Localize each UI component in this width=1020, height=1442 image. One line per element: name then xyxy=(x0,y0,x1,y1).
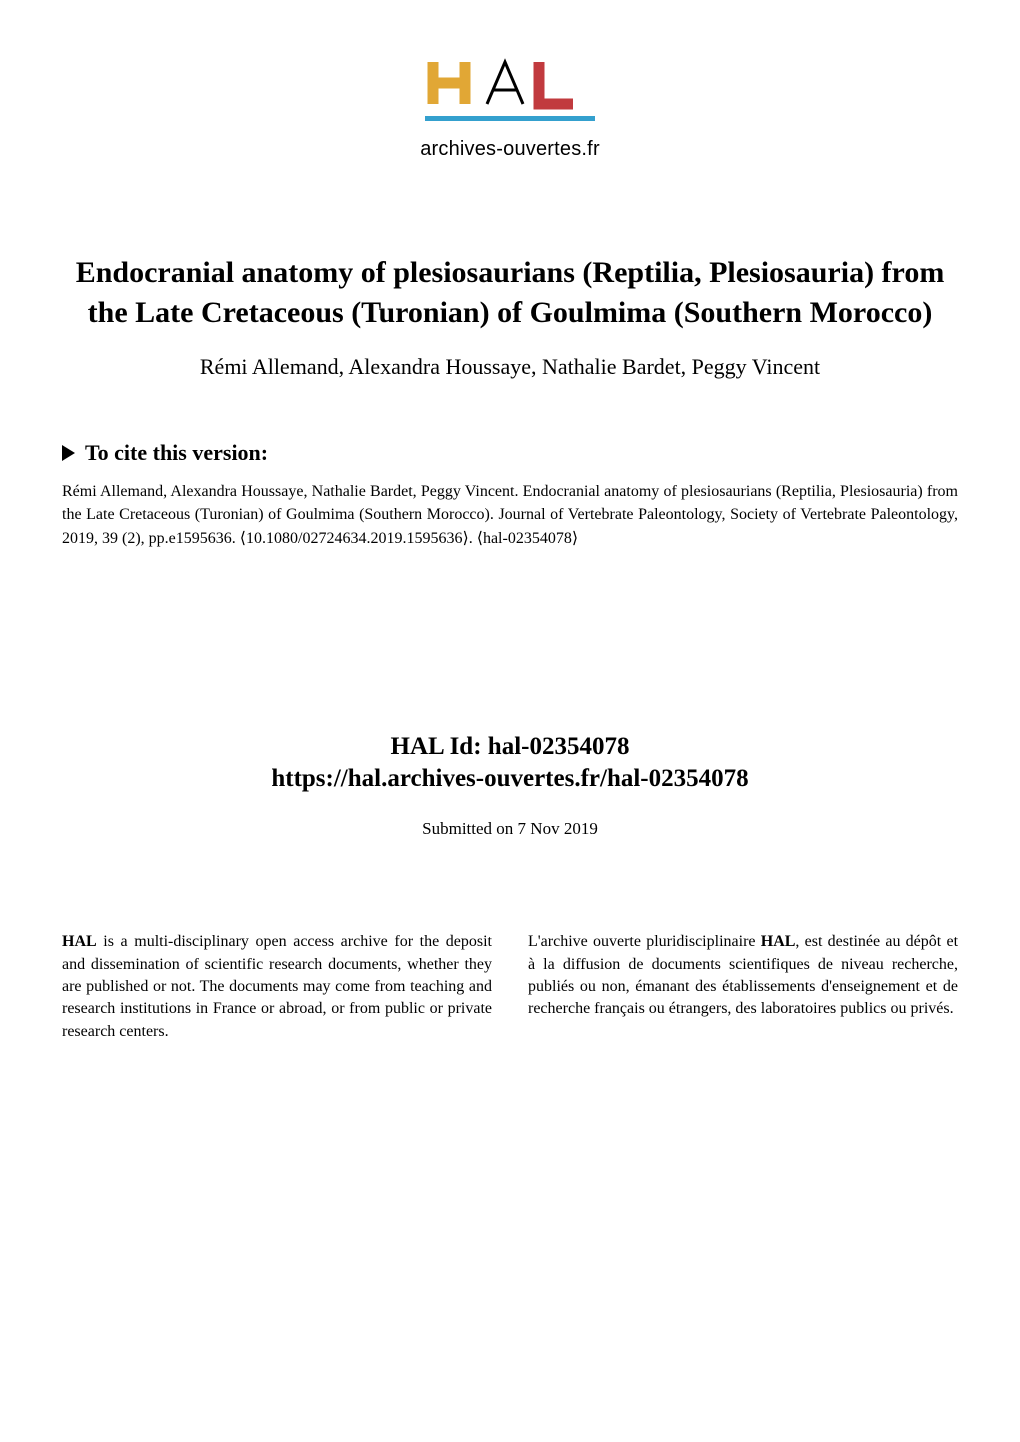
right-pre: L'archive ouverte pluridisciplinaire xyxy=(528,933,761,950)
cite-heading-text: To cite this version: xyxy=(85,440,268,466)
triangle-right-icon xyxy=(62,445,75,461)
paper-title: Endocranial anatomy of plesiosaurians (R… xyxy=(70,253,950,332)
right-bold: HAL xyxy=(761,933,796,950)
right-column: L'archive ouverte pluridisciplinaire HAL… xyxy=(528,931,958,1043)
left-column: HAL is a multi-disciplinary open access … xyxy=(62,931,492,1043)
hal-id-label: HAL Id: hal-02354078 xyxy=(0,728,1020,766)
left-rest: is a multi-disciplinary open access arch… xyxy=(62,933,492,1040)
hal-logo: archives-ouvertes.fr xyxy=(420,56,600,161)
description-columns: HAL is a multi-disciplinary open access … xyxy=(0,931,1020,1043)
hal-id-block: HAL Id: hal-02354078 https://hal.archive… xyxy=(0,728,1020,794)
submitted-date: Submitted on 7 Nov 2019 xyxy=(0,819,1020,839)
authors-line: Rémi Allemand, Alexandra Houssaye, Natha… xyxy=(0,354,1020,380)
logo-text: archives-ouvertes.fr xyxy=(420,138,600,161)
left-bold: HAL xyxy=(62,933,97,950)
citation-halref: ⟨hal-02354078⟩ xyxy=(477,530,578,547)
title-block: Endocranial anatomy of plesiosaurians (R… xyxy=(0,253,1020,332)
hal-logo-area: archives-ouvertes.fr xyxy=(0,0,1020,161)
cite-block: To cite this version: Rémi Allemand, Ale… xyxy=(0,440,1020,550)
citation-doi: ⟨10.1080/02724634.2019.1595636⟩. xyxy=(240,530,473,547)
hal-logo-svg xyxy=(425,56,595,132)
cite-heading: To cite this version: xyxy=(62,440,958,466)
citation-text: Rémi Allemand, Alexandra Houssaye, Natha… xyxy=(62,480,958,550)
hal-url: https://hal.archives-ouvertes.fr/hal-023… xyxy=(0,765,1020,793)
